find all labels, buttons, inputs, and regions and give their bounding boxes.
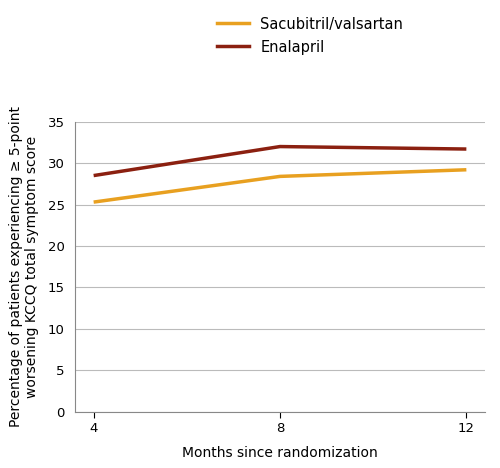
Sacubitril/valsartan (90, 199, 96, 205)
Y-axis label: Percentage of patients experiencing ≥ 5-point
worsening KCCQ total symptom score: Percentage of patients experiencing ≥ 5-… (9, 106, 39, 427)
Enalapril (464, 146, 469, 152)
X-axis label: Months since randomization: Months since randomization (182, 446, 378, 461)
Line: Enalapril: Enalapril (94, 146, 466, 176)
Enalapril (277, 144, 283, 149)
Legend: Sacubitril/valsartan, Enalapril: Sacubitril/valsartan, Enalapril (216, 17, 404, 55)
Sacubitril/valsartan (464, 167, 469, 173)
Sacubitril/valsartan (277, 174, 283, 179)
Enalapril (90, 173, 96, 178)
Line: Sacubitril/valsartan: Sacubitril/valsartan (94, 170, 466, 202)
